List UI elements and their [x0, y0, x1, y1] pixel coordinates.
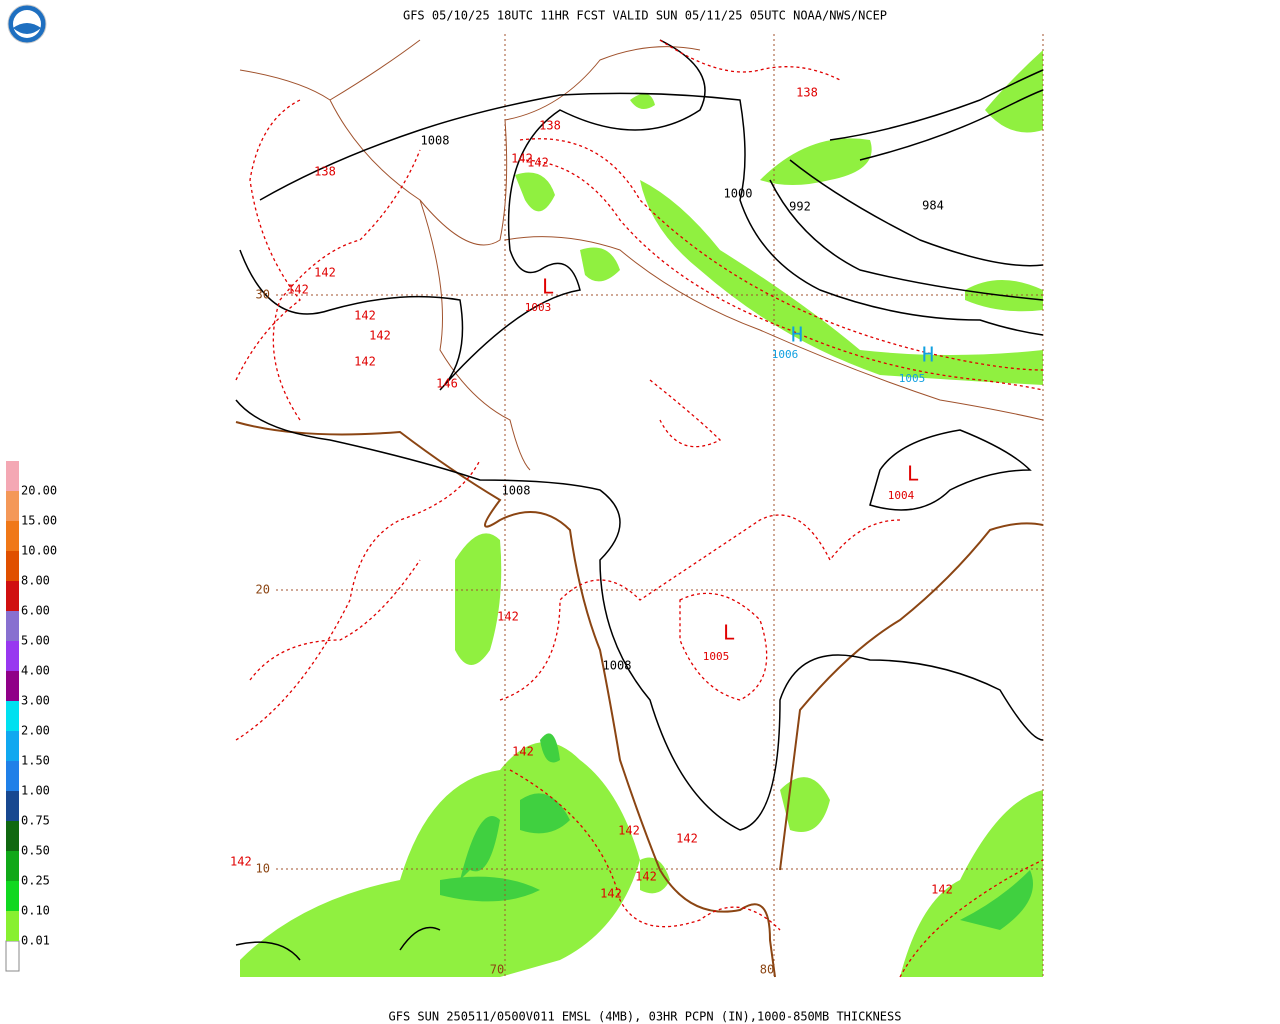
legend-label: 0.10	[21, 904, 50, 918]
isobar-label: 1008	[502, 484, 531, 498]
thickness-label: 138	[314, 165, 336, 179]
legend-swatch	[6, 581, 19, 611]
isobar-label: 992	[789, 200, 811, 214]
legend-label: 0.50	[21, 844, 50, 858]
center-letter: L	[723, 621, 735, 645]
legend-label: 20.00	[21, 484, 57, 498]
legend-label: 10.00	[21, 544, 57, 558]
thickness-label: 142	[287, 283, 309, 297]
legend-label: 1.00	[21, 784, 50, 798]
map: 30 20 10 70 80 1008 1000 992 984 1008 10…	[230, 34, 1044, 978]
legend-swatch	[6, 731, 19, 761]
legend-label: 2.00	[21, 724, 50, 738]
center-pressure: 1004	[888, 489, 915, 502]
thickness-label: 142	[512, 745, 534, 759]
thickness-label: 146	[436, 377, 458, 391]
legend-label: 1.50	[21, 754, 50, 768]
isobar-label: 1000	[724, 187, 753, 201]
center-pressure: 1003	[525, 301, 552, 314]
isobar-label: 984	[922, 199, 944, 213]
map-labels: 30 20 10 70 80 1008 1000 992 984 1008 10…	[230, 86, 953, 977]
grid-label: 10	[256, 862, 270, 876]
legend-swatch	[6, 641, 19, 671]
legend-swatch-none	[5, 940, 20, 972]
center-letter: H	[922, 343, 934, 367]
isobar-label: 1008	[421, 134, 450, 148]
center-pressure: 1005	[899, 372, 926, 385]
thickness-label: 142	[511, 152, 533, 166]
grid-label: 80	[760, 963, 774, 977]
legend-label: 6.00	[21, 604, 50, 618]
legend-swatch	[6, 911, 19, 941]
thickness-label: 142	[931, 883, 953, 897]
legend: 20.00 15.00 10.00 8.00 6.00 5.00 4.00 3.00 2.00 1…	[5, 461, 57, 972]
legend-swatch	[6, 461, 19, 491]
center-pressure: 1006	[772, 348, 799, 361]
legend-swatch	[6, 671, 19, 701]
header-title: GFS 05/10/25 18UTC 11HR FCST VALID SUN 0…	[403, 9, 887, 23]
thickness-label: 142	[497, 610, 519, 624]
thickness-label: 142	[600, 887, 622, 901]
legend-swatch	[6, 761, 19, 791]
legend-swatch	[6, 851, 19, 881]
thickness-label: 142	[230, 855, 252, 869]
legend-swatch	[6, 701, 19, 731]
center-letter: L	[542, 275, 554, 299]
center-pressure: 1005	[703, 650, 730, 663]
legend-swatch	[6, 881, 19, 911]
legend-swatch	[6, 791, 19, 821]
thickness-label: 142	[527, 156, 549, 170]
thickness-label: 142	[618, 824, 640, 838]
legend-label: 0.25	[21, 874, 50, 888]
legend-swatch	[6, 821, 19, 851]
legend-swatch	[6, 611, 19, 641]
thickness-label: 142	[635, 870, 657, 884]
center-letter: H	[791, 323, 803, 347]
legend-label: 3.00	[21, 694, 50, 708]
legend-label: 15.00	[21, 514, 57, 528]
thickness-label: 142	[676, 832, 698, 846]
center-letter: L	[907, 462, 919, 486]
legend-swatch	[6, 491, 19, 521]
thickness-label: 142	[314, 266, 336, 280]
grid-label: 70	[490, 963, 504, 977]
legend-label: 0.01	[21, 934, 50, 948]
legend-swatch	[6, 521, 19, 551]
legend-label: 4.00	[21, 664, 50, 678]
legend-label: 8.00	[21, 574, 50, 588]
legend-label: 5.00	[21, 634, 50, 648]
grid-label: 30	[256, 288, 270, 302]
noaa-logo	[7, 4, 47, 44]
precip	[240, 50, 1043, 977]
legend-swatch	[6, 551, 19, 581]
grid-label: 20	[256, 583, 270, 597]
isobar-label: 1008	[603, 659, 632, 673]
footer-caption: GFS SUN 250511/0500V011 EMSL (4MB), 03HR…	[389, 1010, 902, 1024]
thickness-label: 142	[354, 309, 376, 323]
thickness-label: 142	[354, 355, 376, 369]
thickness-label: 138	[796, 86, 818, 100]
thickness-label: 138	[539, 119, 561, 133]
legend-label: 0.75	[21, 814, 50, 828]
thickness-label: 142	[369, 329, 391, 343]
